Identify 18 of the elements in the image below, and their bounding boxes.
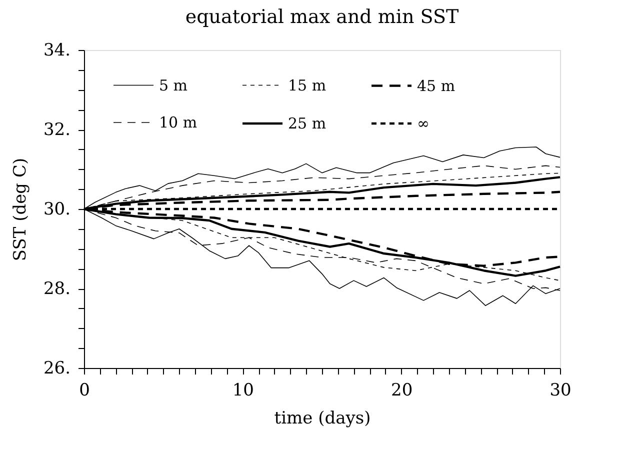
chart-title: equatorial max and min SST — [185, 6, 459, 28]
y-tick-label: 26. — [43, 358, 70, 378]
legend-label: 45 m — [417, 76, 456, 95]
y-axis-title: SST (deg C) — [10, 158, 30, 262]
x-tick-label: 10 — [232, 380, 254, 400]
y-tick-label: 34. — [43, 40, 70, 60]
y-tick-label: 30. — [43, 200, 70, 220]
legend-label: 5 m — [159, 76, 188, 94]
x-tick-label: 20 — [391, 380, 413, 400]
legend-label: 25 m — [288, 114, 326, 132]
x-axis-title: time (days) — [274, 408, 371, 428]
y-tick-label: 28. — [43, 279, 70, 299]
legend-label: ∞ — [417, 114, 430, 132]
x-tick-label: 30 — [550, 380, 572, 400]
legend-label: 15 m — [288, 76, 326, 94]
x-tick-label: 0 — [79, 380, 90, 400]
legend-label: 10 m — [159, 114, 198, 132]
y-tick-label: 32. — [43, 120, 70, 140]
